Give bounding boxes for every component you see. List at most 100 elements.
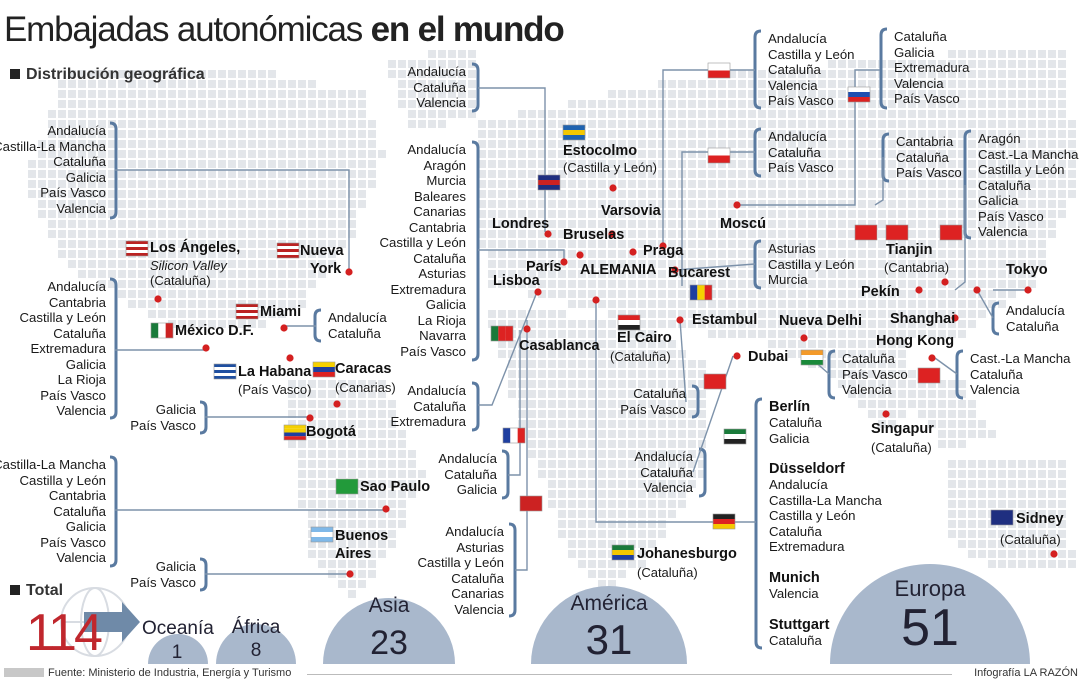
city-dot bbox=[333, 400, 341, 408]
region-item: Cataluña bbox=[640, 464, 693, 480]
list-mexico: Andalucía Cantabria Castilla y León Cataluñ… bbox=[20, 279, 107, 419]
region-item: Galicia bbox=[155, 402, 196, 417]
region-item: Cataluña bbox=[1006, 318, 1059, 334]
flag-china-icon bbox=[940, 225, 962, 233]
flag-sweden-icon bbox=[563, 130, 585, 135]
list-tokyo: Andalucía Cataluña bbox=[1006, 303, 1065, 334]
flag-usa-icon bbox=[277, 246, 299, 249]
region-item: Murcia bbox=[426, 173, 466, 188]
city-dot bbox=[609, 184, 617, 192]
city-dot bbox=[941, 278, 949, 286]
flag-romania-icon bbox=[690, 285, 698, 300]
connector-line bbox=[874, 157, 884, 206]
bracket bbox=[754, 397, 763, 650]
region-item: Cataluña bbox=[413, 398, 466, 414]
flag-portugal-icon bbox=[498, 326, 506, 341]
region-item: Cantabria bbox=[896, 134, 954, 149]
region-item: País Vasco bbox=[842, 366, 908, 382]
city-dot bbox=[800, 334, 808, 342]
flag-argentina-icon bbox=[311, 527, 333, 532]
city-dot bbox=[523, 325, 531, 333]
city-berlin: Berlín bbox=[769, 399, 811, 415]
list-berlin: Cataluña Galicia bbox=[769, 415, 822, 446]
flag-colombia-icon-border bbox=[283, 424, 307, 441]
region-item: Castilla y León bbox=[19, 472, 107, 488]
list-pekin: Cantabria Cataluña País Vasco bbox=[896, 134, 962, 181]
region-item: Andalucía bbox=[407, 64, 466, 79]
region-item: País Vasco bbox=[130, 574, 196, 590]
list-lisboa: Andalucía Cataluña Extremadura bbox=[391, 383, 467, 430]
region-item: Cantabria bbox=[48, 488, 106, 503]
region-item: País Vasco bbox=[130, 417, 196, 433]
list-estambul: Cataluña País Vasco bbox=[620, 386, 686, 417]
bracket bbox=[963, 129, 972, 240]
dome-oceania-name: Oceanía bbox=[142, 618, 214, 639]
city-estambul: Estambul bbox=[692, 312, 758, 328]
city-bogota: Bogotá bbox=[306, 424, 356, 440]
connector-line bbox=[478, 249, 565, 262]
section-total-label: Total bbox=[26, 582, 64, 599]
region-item: País Vasco bbox=[40, 185, 106, 200]
city-dot bbox=[733, 201, 741, 209]
city-paris: París bbox=[526, 259, 562, 275]
bracket bbox=[879, 27, 888, 110]
city-bruselas: Bruselas bbox=[563, 227, 625, 243]
region-item: Valencia bbox=[56, 550, 106, 565]
flag-usa-icon bbox=[236, 304, 258, 307]
city-los-angeles: Los Ángeles, bbox=[150, 240, 241, 256]
flag-venezuela-icon bbox=[313, 362, 335, 367]
region-item: País Vasco bbox=[40, 534, 106, 550]
region-item: Cataluña bbox=[53, 325, 106, 341]
flag-colombia-icon bbox=[284, 428, 306, 433]
city-nueva-york-2: York bbox=[310, 261, 342, 277]
city-dubai: Dubai bbox=[748, 349, 789, 365]
flag-poland-icon-border bbox=[707, 62, 731, 79]
region-item: Cataluña bbox=[769, 523, 822, 539]
city-dot bbox=[671, 266, 679, 274]
dome-asia-count: 23 bbox=[370, 624, 408, 662]
region-item: País Vasco bbox=[894, 91, 960, 106]
square-bullet-icon bbox=[10, 585, 20, 595]
flag-cuba-icon bbox=[214, 364, 236, 367]
region-item: Galicia bbox=[456, 482, 497, 497]
connector-line bbox=[595, 300, 756, 523]
flag-hong-kong-icon-border bbox=[917, 367, 941, 384]
dome-africa bbox=[216, 624, 296, 664]
region-item: Valencia bbox=[769, 586, 819, 601]
flag-mexico-icon bbox=[151, 323, 159, 338]
region-item: País Vasco bbox=[768, 160, 834, 175]
city-dusseldorf: Düsseldorf bbox=[769, 461, 845, 477]
flag-india-icon bbox=[801, 355, 823, 360]
region-item: Cataluña bbox=[53, 503, 106, 519]
list-shanghai: Aragón Cast.-La Mancha Castilla y León Cata… bbox=[978, 131, 1078, 240]
city-dot bbox=[733, 352, 741, 360]
flag-usa-icon bbox=[236, 316, 258, 319]
city-los-angeles-region: (Cataluña) bbox=[150, 273, 211, 288]
region-item: Cantabria bbox=[48, 294, 106, 310]
city-tianjin: Tianjin bbox=[886, 242, 933, 258]
region-item: Castilla y León bbox=[769, 508, 856, 523]
region-item: Castilla y León bbox=[768, 46, 855, 62]
city-dot bbox=[544, 230, 552, 238]
connector-line bbox=[954, 185, 966, 291]
city-singapur: Singapur bbox=[871, 421, 934, 437]
dome-africa-count: 8 bbox=[250, 640, 262, 661]
region-item: Asturias bbox=[768, 241, 816, 256]
flag-russia-icon bbox=[848, 97, 870, 102]
city-dot bbox=[154, 295, 162, 303]
flag-usa-icon-border bbox=[276, 242, 300, 259]
city-dot bbox=[306, 414, 314, 422]
region-item: Valencia bbox=[842, 382, 892, 397]
flag-india-icon-border bbox=[800, 349, 824, 366]
flag-poland-icon bbox=[708, 63, 730, 71]
city-johanesburgo-region: (Cataluña) bbox=[637, 565, 698, 580]
region-item: Cataluña bbox=[444, 466, 497, 482]
flag-china-icon-border bbox=[854, 224, 878, 241]
list-usa: Andalucía Castilla-La Mancha Cataluña Galic… bbox=[0, 123, 106, 216]
flag-turkey-icon bbox=[704, 381, 726, 389]
flag-turkey-icon bbox=[704, 374, 726, 382]
flag-china-icon bbox=[886, 225, 908, 233]
flag-sweden-icon bbox=[563, 135, 585, 140]
city-caracas: Caracas bbox=[335, 361, 392, 377]
bracket bbox=[109, 277, 118, 420]
